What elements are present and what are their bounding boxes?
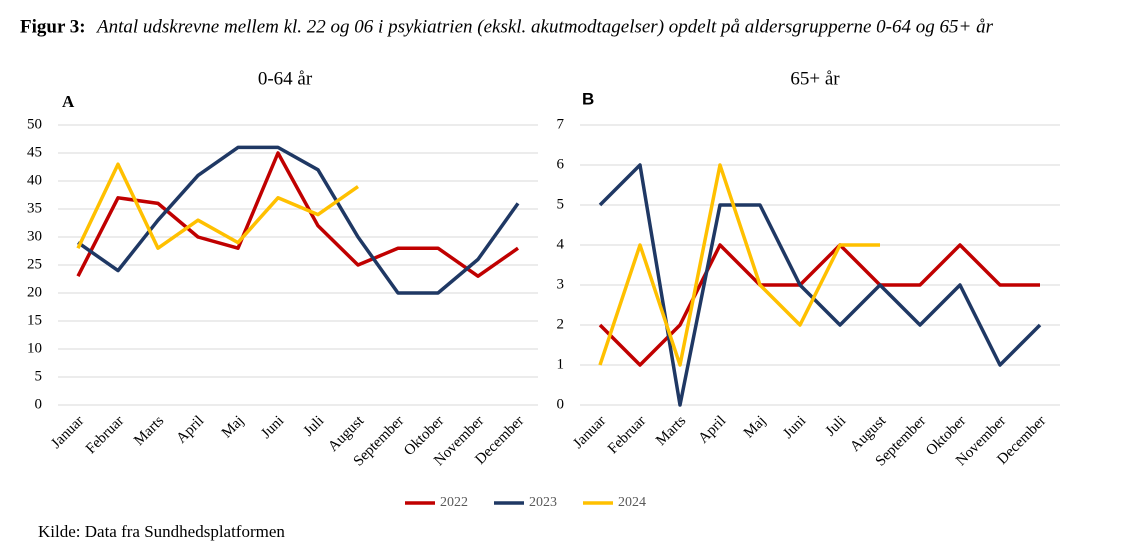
x-tick-label: Maj [741,413,769,441]
figure-label: Figur 3: [20,16,86,37]
line-series [76,145,520,295]
line-series [76,151,520,278]
y-tick-label: 15 [27,312,42,328]
y-tick-label: 7 [557,116,565,132]
x-tick-label: Februar [83,413,127,457]
x-tick-label: Maj [219,413,247,441]
y-tick-label: 0 [35,396,43,412]
x-tick-label: Juli [823,413,850,440]
y-tick-label: 3 [557,276,565,292]
source: Kilde: Data fra Sundhedsplatformen [38,522,285,541]
y-tick-label: 50 [27,116,42,132]
panel-label: A [62,92,75,111]
y-tick-label: 35 [27,200,42,216]
y-tick-label: 30 [27,228,42,244]
y-tick-label: 0 [557,396,565,412]
legend-label: 2022 [440,495,468,510]
y-tick-label: 45 [27,144,42,160]
y-tick-label: 1 [557,356,565,372]
line-series [598,163,1042,407]
y-tick-label: 2 [557,316,565,332]
x-tick-label: Februar [605,413,649,457]
line-series [598,243,1040,367]
x-tick-label: April [174,413,208,447]
panel-label: B [582,89,594,108]
y-tick-label: 5 [35,368,43,384]
x-tick-label: Januar [570,413,609,452]
chart-title: 0-64 år [258,68,313,89]
x-tick-label: Januar [48,413,87,452]
legend-label: 2024 [618,495,646,510]
y-tick-label: 25 [27,256,42,272]
x-tick-label: Juli [301,413,328,440]
x-tick-label: Juni [780,413,809,442]
x-tick-label: Juni [258,413,287,442]
x-tick-label: April [696,413,730,447]
x-tick-label: Marts [653,413,689,449]
y-tick-label: 5 [557,196,565,212]
x-tick-label: Marts [131,413,167,449]
y-tick-label: 20 [27,284,42,300]
y-tick-label: 4 [557,236,565,252]
line-series [76,162,360,250]
chart-title: 65+ år [790,68,840,89]
line-series [598,163,880,367]
y-tick-label: 6 [557,156,565,172]
y-tick-label: 10 [27,340,42,356]
figure-title: Antal udskrevne mellem kl. 22 og 06 i ps… [95,16,994,37]
legend-label: 2023 [529,495,557,510]
y-tick-label: 40 [27,172,42,188]
